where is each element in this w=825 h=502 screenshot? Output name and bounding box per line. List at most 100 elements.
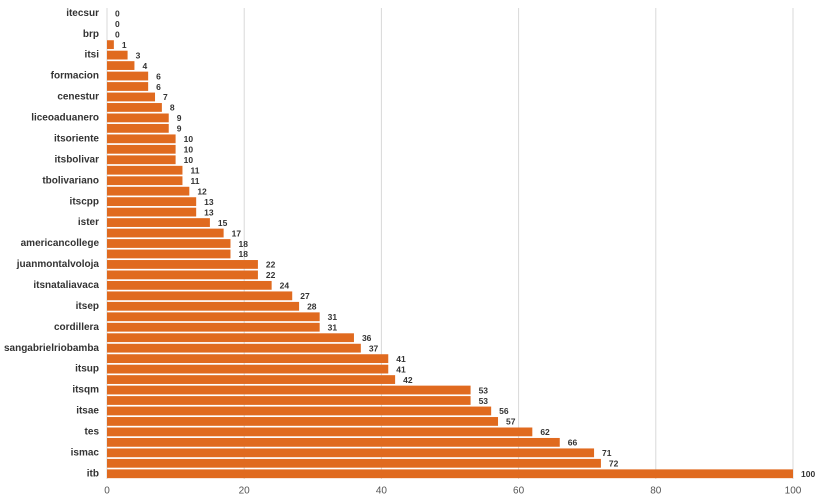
y-tick-label: tbolivariano: [42, 175, 99, 186]
data-label: 18: [238, 249, 248, 259]
data-label: 27: [300, 291, 310, 301]
y-tick-label: tes: [85, 427, 100, 438]
bar: [107, 375, 396, 384]
x-tick-label: 0: [104, 486, 110, 497]
y-tick-label: itsqm: [72, 385, 99, 396]
data-label: 4: [142, 61, 147, 71]
y-tick-label: itsnataliavaca: [33, 280, 99, 291]
bar: [107, 406, 492, 416]
data-label: 22: [266, 260, 276, 270]
y-tick-label: ister: [78, 217, 99, 228]
bar: [107, 333, 354, 343]
data-label: 56: [499, 406, 509, 416]
data-label: 31: [328, 322, 338, 332]
y-tick-label: ismac: [71, 447, 100, 458]
bar: [107, 417, 499, 426]
bar: [107, 144, 176, 154]
data-label: 100: [801, 469, 815, 479]
bar: [107, 50, 128, 60]
y-tick-label: cenestur: [57, 92, 99, 103]
bar: [107, 61, 135, 70]
y-tick-label: itscpp: [70, 196, 99, 207]
bar: [107, 197, 197, 207]
y-tick-label: itecsur: [66, 8, 99, 19]
data-label: 12: [197, 186, 207, 196]
data-label: 42: [403, 375, 413, 385]
data-label: 72: [609, 459, 619, 469]
bar: [107, 207, 197, 217]
data-label: 53: [479, 385, 489, 395]
data-label: 66: [568, 438, 578, 448]
bar: [107, 239, 231, 248]
bar: [107, 396, 471, 405]
bar: [107, 218, 210, 227]
bar: [107, 343, 361, 353]
bar: [107, 260, 258, 269]
data-label: 3: [136, 50, 141, 60]
bar: [107, 186, 190, 196]
bar: [107, 165, 183, 175]
bar: [107, 280, 272, 290]
data-label: 28: [307, 302, 317, 312]
bar: [107, 354, 389, 364]
data-label: 13: [204, 207, 214, 217]
data-label: 0: [115, 8, 120, 18]
bar: [107, 71, 149, 81]
bar: [107, 123, 169, 133]
data-label: 41: [396, 354, 406, 364]
bar: [107, 291, 293, 301]
data-label: 62: [540, 427, 550, 437]
y-tick-label: juanmontalvoloja: [16, 259, 100, 270]
bar: [107, 458, 601, 468]
y-tick-label: itsbolivar: [55, 154, 100, 165]
data-label: 41: [396, 364, 406, 374]
x-tick-label: 40: [376, 486, 388, 497]
data-label: 10: [184, 155, 194, 165]
data-label: 6: [156, 82, 161, 92]
bar: [107, 40, 114, 50]
data-label: 37: [369, 343, 379, 353]
x-tick-label: 20: [239, 486, 251, 497]
y-tick-label: itsep: [76, 301, 99, 312]
bar: [107, 385, 471, 395]
y-tick-label: cordillera: [54, 322, 99, 333]
data-label: 53: [479, 396, 489, 406]
data-label: 31: [328, 312, 338, 322]
bar: [107, 228, 224, 238]
y-tick-label: itsae: [76, 406, 99, 417]
data-label: 1: [122, 40, 127, 50]
data-label: 8: [170, 103, 175, 113]
x-tick-label: 100: [785, 486, 802, 497]
y-tick-label: brp: [83, 29, 99, 40]
data-label: 57: [506, 417, 516, 427]
y-tick-label: itsup: [75, 364, 99, 375]
bar: [107, 469, 793, 479]
y-tick-label: itb: [87, 468, 99, 479]
bar: [107, 249, 231, 259]
data-label: 71: [602, 448, 612, 458]
y-tick-label: itsi: [85, 50, 100, 61]
bar: [107, 301, 300, 311]
bar: [107, 92, 156, 102]
y-tick-label: formacion: [51, 71, 99, 82]
bar: [107, 155, 176, 165]
bar: [107, 312, 320, 322]
data-label: 36: [362, 333, 372, 343]
y-tick-label: liceoaduanero: [31, 113, 99, 124]
y-tick-label: sangabrielriobamba: [4, 343, 99, 354]
data-label: 0: [115, 19, 120, 29]
x-tick-label: 60: [513, 486, 525, 497]
data-label: 7: [163, 92, 168, 102]
data-label: 24: [280, 281, 290, 291]
data-label: 0: [115, 29, 120, 39]
data-label: 11: [190, 165, 199, 175]
bar: [107, 113, 169, 123]
bar: [107, 134, 176, 144]
bar: [107, 322, 320, 332]
bar: [107, 82, 149, 91]
data-label: 17: [232, 228, 242, 238]
bar: [107, 448, 595, 458]
bar: [107, 176, 183, 186]
bar: [107, 437, 560, 447]
y-tick-label: americancollege: [21, 238, 100, 249]
